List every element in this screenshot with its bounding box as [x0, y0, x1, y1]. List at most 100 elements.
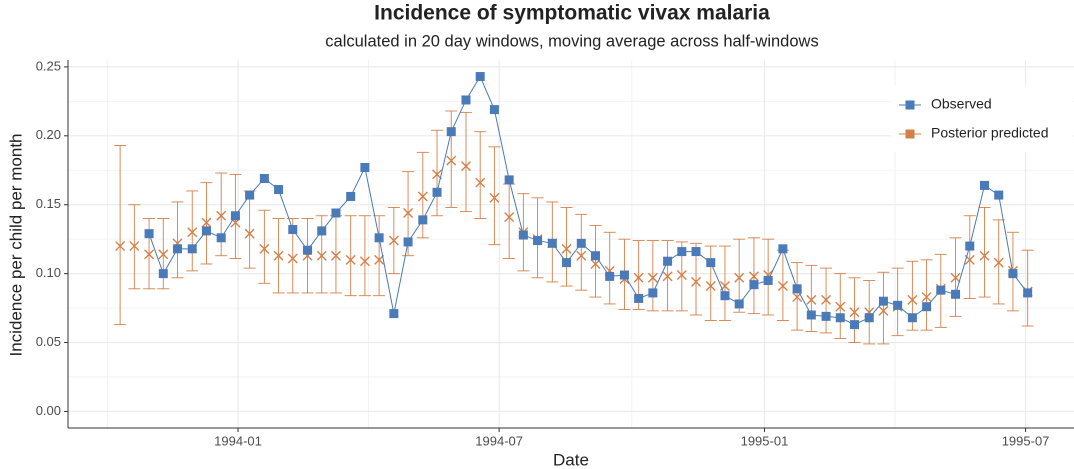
point	[648, 288, 658, 298]
y-axis-title: Incidence per child per month	[6, 133, 25, 356]
point-cross	[849, 307, 860, 318]
point	[418, 215, 428, 225]
point	[849, 320, 859, 330]
point-cross	[921, 292, 932, 303]
point-cross	[316, 250, 327, 261]
point	[893, 300, 903, 310]
y-tick-label: 0.10	[36, 265, 61, 280]
point-cross	[993, 257, 1004, 268]
point	[518, 230, 528, 240]
point	[403, 237, 413, 247]
error-bar	[358, 215, 371, 297]
point-cross	[187, 227, 198, 238]
point-cross	[403, 207, 414, 218]
point	[576, 238, 586, 248]
error-bar	[920, 259, 933, 331]
point-cross	[806, 294, 817, 305]
point	[360, 163, 370, 173]
error-bar	[560, 207, 573, 287]
legend-label: Observed	[931, 96, 992, 112]
error-bar	[805, 264, 818, 332]
point-cross	[748, 271, 759, 282]
error-bar	[848, 277, 861, 343]
point-cross	[345, 254, 356, 265]
point-cross	[647, 272, 658, 283]
point-cross	[216, 210, 227, 221]
error-bar	[329, 215, 342, 294]
point-cross	[950, 272, 961, 283]
error-bar	[114, 145, 127, 326]
point	[201, 226, 211, 236]
point	[158, 269, 168, 279]
error-bar	[431, 129, 444, 217]
point	[1008, 269, 1018, 279]
point-cross	[388, 235, 399, 246]
point-cross	[504, 212, 515, 223]
point	[562, 258, 572, 268]
error-bar	[1021, 249, 1034, 327]
point	[489, 105, 499, 115]
point	[619, 270, 629, 280]
point-cross	[259, 243, 270, 254]
point	[374, 233, 384, 243]
point	[1023, 288, 1033, 298]
point	[432, 187, 442, 197]
point	[980, 180, 990, 190]
y-tick-label: 0.00	[36, 403, 61, 418]
point	[951, 289, 961, 299]
point	[245, 190, 255, 200]
point-cross	[374, 254, 385, 265]
point	[663, 256, 673, 266]
point-cross	[676, 270, 687, 281]
point	[172, 244, 182, 254]
point	[504, 175, 514, 185]
point	[994, 190, 1004, 200]
legend-label: Posterior predicted	[931, 125, 1049, 141]
error-bar	[171, 201, 184, 279]
error-bar	[646, 240, 659, 312]
point-cross	[158, 249, 169, 260]
point	[691, 247, 701, 257]
point-cross	[821, 294, 832, 305]
point	[446, 127, 456, 137]
point	[749, 280, 759, 290]
point	[806, 310, 816, 320]
legend-symbol	[905, 100, 915, 110]
y-tick-label: 0.15	[36, 196, 61, 211]
error-bar	[718, 245, 731, 321]
point	[288, 225, 298, 235]
point	[331, 208, 341, 218]
point-cross	[417, 191, 428, 202]
error-bar	[589, 224, 602, 298]
point	[547, 238, 557, 248]
point-cross	[201, 217, 212, 228]
error-bar	[877, 271, 890, 345]
error-bar	[575, 213, 588, 291]
point	[720, 291, 730, 301]
x-tick-label: 1994-07	[475, 433, 523, 448]
error-bar	[215, 172, 228, 257]
point	[907, 313, 917, 323]
point-cross	[705, 281, 716, 292]
x-tick-label: 1995-07	[1002, 433, 1050, 448]
point-cross	[489, 192, 500, 203]
error-bar	[445, 110, 458, 208]
point-cross	[979, 250, 990, 261]
error-bar	[474, 131, 487, 219]
point-cross	[777, 281, 788, 292]
x-axis-title: Date	[553, 450, 589, 469]
point	[346, 191, 356, 201]
y-tick-label: 0.25	[36, 58, 61, 73]
point	[303, 245, 313, 255]
point	[734, 299, 744, 309]
point	[605, 271, 615, 281]
point-cross	[907, 294, 918, 305]
point-cross	[633, 272, 644, 283]
point	[533, 236, 543, 246]
point	[922, 302, 932, 312]
point-cross	[144, 249, 155, 260]
point	[259, 174, 269, 184]
error-bar	[963, 215, 976, 299]
point	[835, 313, 845, 323]
